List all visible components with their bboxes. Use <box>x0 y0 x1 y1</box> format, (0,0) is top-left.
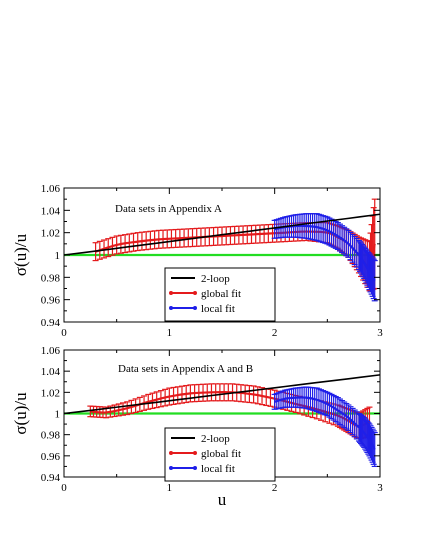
y-tick-label: 0.94 <box>41 317 61 329</box>
legend-label-global-fit: global fit <box>201 288 241 300</box>
y-axis-label: σ(u)/u <box>11 392 30 435</box>
x-axis-label: u <box>218 490 227 509</box>
legend-marker-local-fit <box>193 306 197 310</box>
y-axis-label: σ(u)/u <box>11 233 30 276</box>
panel-bottom: 0.94 0.96 0.98 1 1.02 1.04 1.06 0 1 2 3 σ(u)/u u Data… <box>11 345 383 509</box>
plot-area <box>64 374 380 468</box>
line-2-loop <box>64 213 380 256</box>
legend: 2-loop global fit local fit <box>164 267 276 322</box>
y-tick-label: 0.96 <box>41 295 61 307</box>
y-tick-label: 1.04 <box>41 366 61 378</box>
x-tick-label: 2 <box>272 327 278 339</box>
legend-label-local-fit: local fit <box>201 463 235 475</box>
panel-top: 0.94 0.96 0.98 1 1.02 1.04 1.06 0 1 2 3 σ(u)/u Data … <box>11 183 383 339</box>
legend-marker-global-fit <box>193 291 197 295</box>
x-tick-label: 0 <box>61 482 67 494</box>
series-local-fit <box>271 386 378 468</box>
panel-title: Data sets in Appendix A <box>115 203 222 215</box>
y-tick-label: 1.06 <box>41 183 61 195</box>
legend-marker-local-fit <box>169 466 173 470</box>
y-tick-label: 1.02 <box>41 387 60 399</box>
legend: 2-loop global fit local fit <box>164 427 276 482</box>
series-2-loop <box>64 374 380 415</box>
x-tick-label: 3 <box>377 327 383 339</box>
x-tick-label: 1 <box>167 482 173 494</box>
legend-label-2-loop: 2-loop <box>201 273 230 285</box>
legend-marker-local-fit <box>193 466 197 470</box>
line-local-fit <box>274 396 376 451</box>
legend-marker-global-fit <box>169 451 173 455</box>
y-tick-label: 1.06 <box>41 345 61 357</box>
y-tick-label: 1.02 <box>41 228 60 240</box>
legend-box <box>164 427 276 482</box>
plot-area <box>64 198 380 302</box>
legend-marker-global-fit <box>193 451 197 455</box>
y-tick-label: 1 <box>55 250 61 262</box>
x-tick-label: 3 <box>377 482 383 494</box>
panel-title: Data sets in Appendix A and B <box>118 363 253 375</box>
legend-label-local-fit: local fit <box>201 303 235 315</box>
y-tick-label: 0.98 <box>41 272 61 284</box>
y-tick-label: 0.94 <box>41 472 61 484</box>
y-tick-label: 1.04 <box>41 205 61 217</box>
legend-marker-global-fit <box>169 291 173 295</box>
y-tick-label: 0.96 <box>41 451 61 463</box>
x-tick-label: 2 <box>272 482 278 494</box>
legend-label-global-fit: global fit <box>201 448 241 460</box>
y-tick-label: 1 <box>55 409 61 421</box>
y-tick-label: 0.98 <box>41 430 61 442</box>
series-local-fit <box>271 213 378 302</box>
legend-marker-local-fit <box>169 306 173 310</box>
series-2-loop <box>64 213 380 256</box>
x-tick-label: 1 <box>167 327 173 339</box>
legend-label-2-loop: 2-loop <box>201 433 230 445</box>
line-2-loop <box>64 374 380 415</box>
x-tick-label: 0 <box>61 327 67 339</box>
legend-box <box>164 267 276 322</box>
